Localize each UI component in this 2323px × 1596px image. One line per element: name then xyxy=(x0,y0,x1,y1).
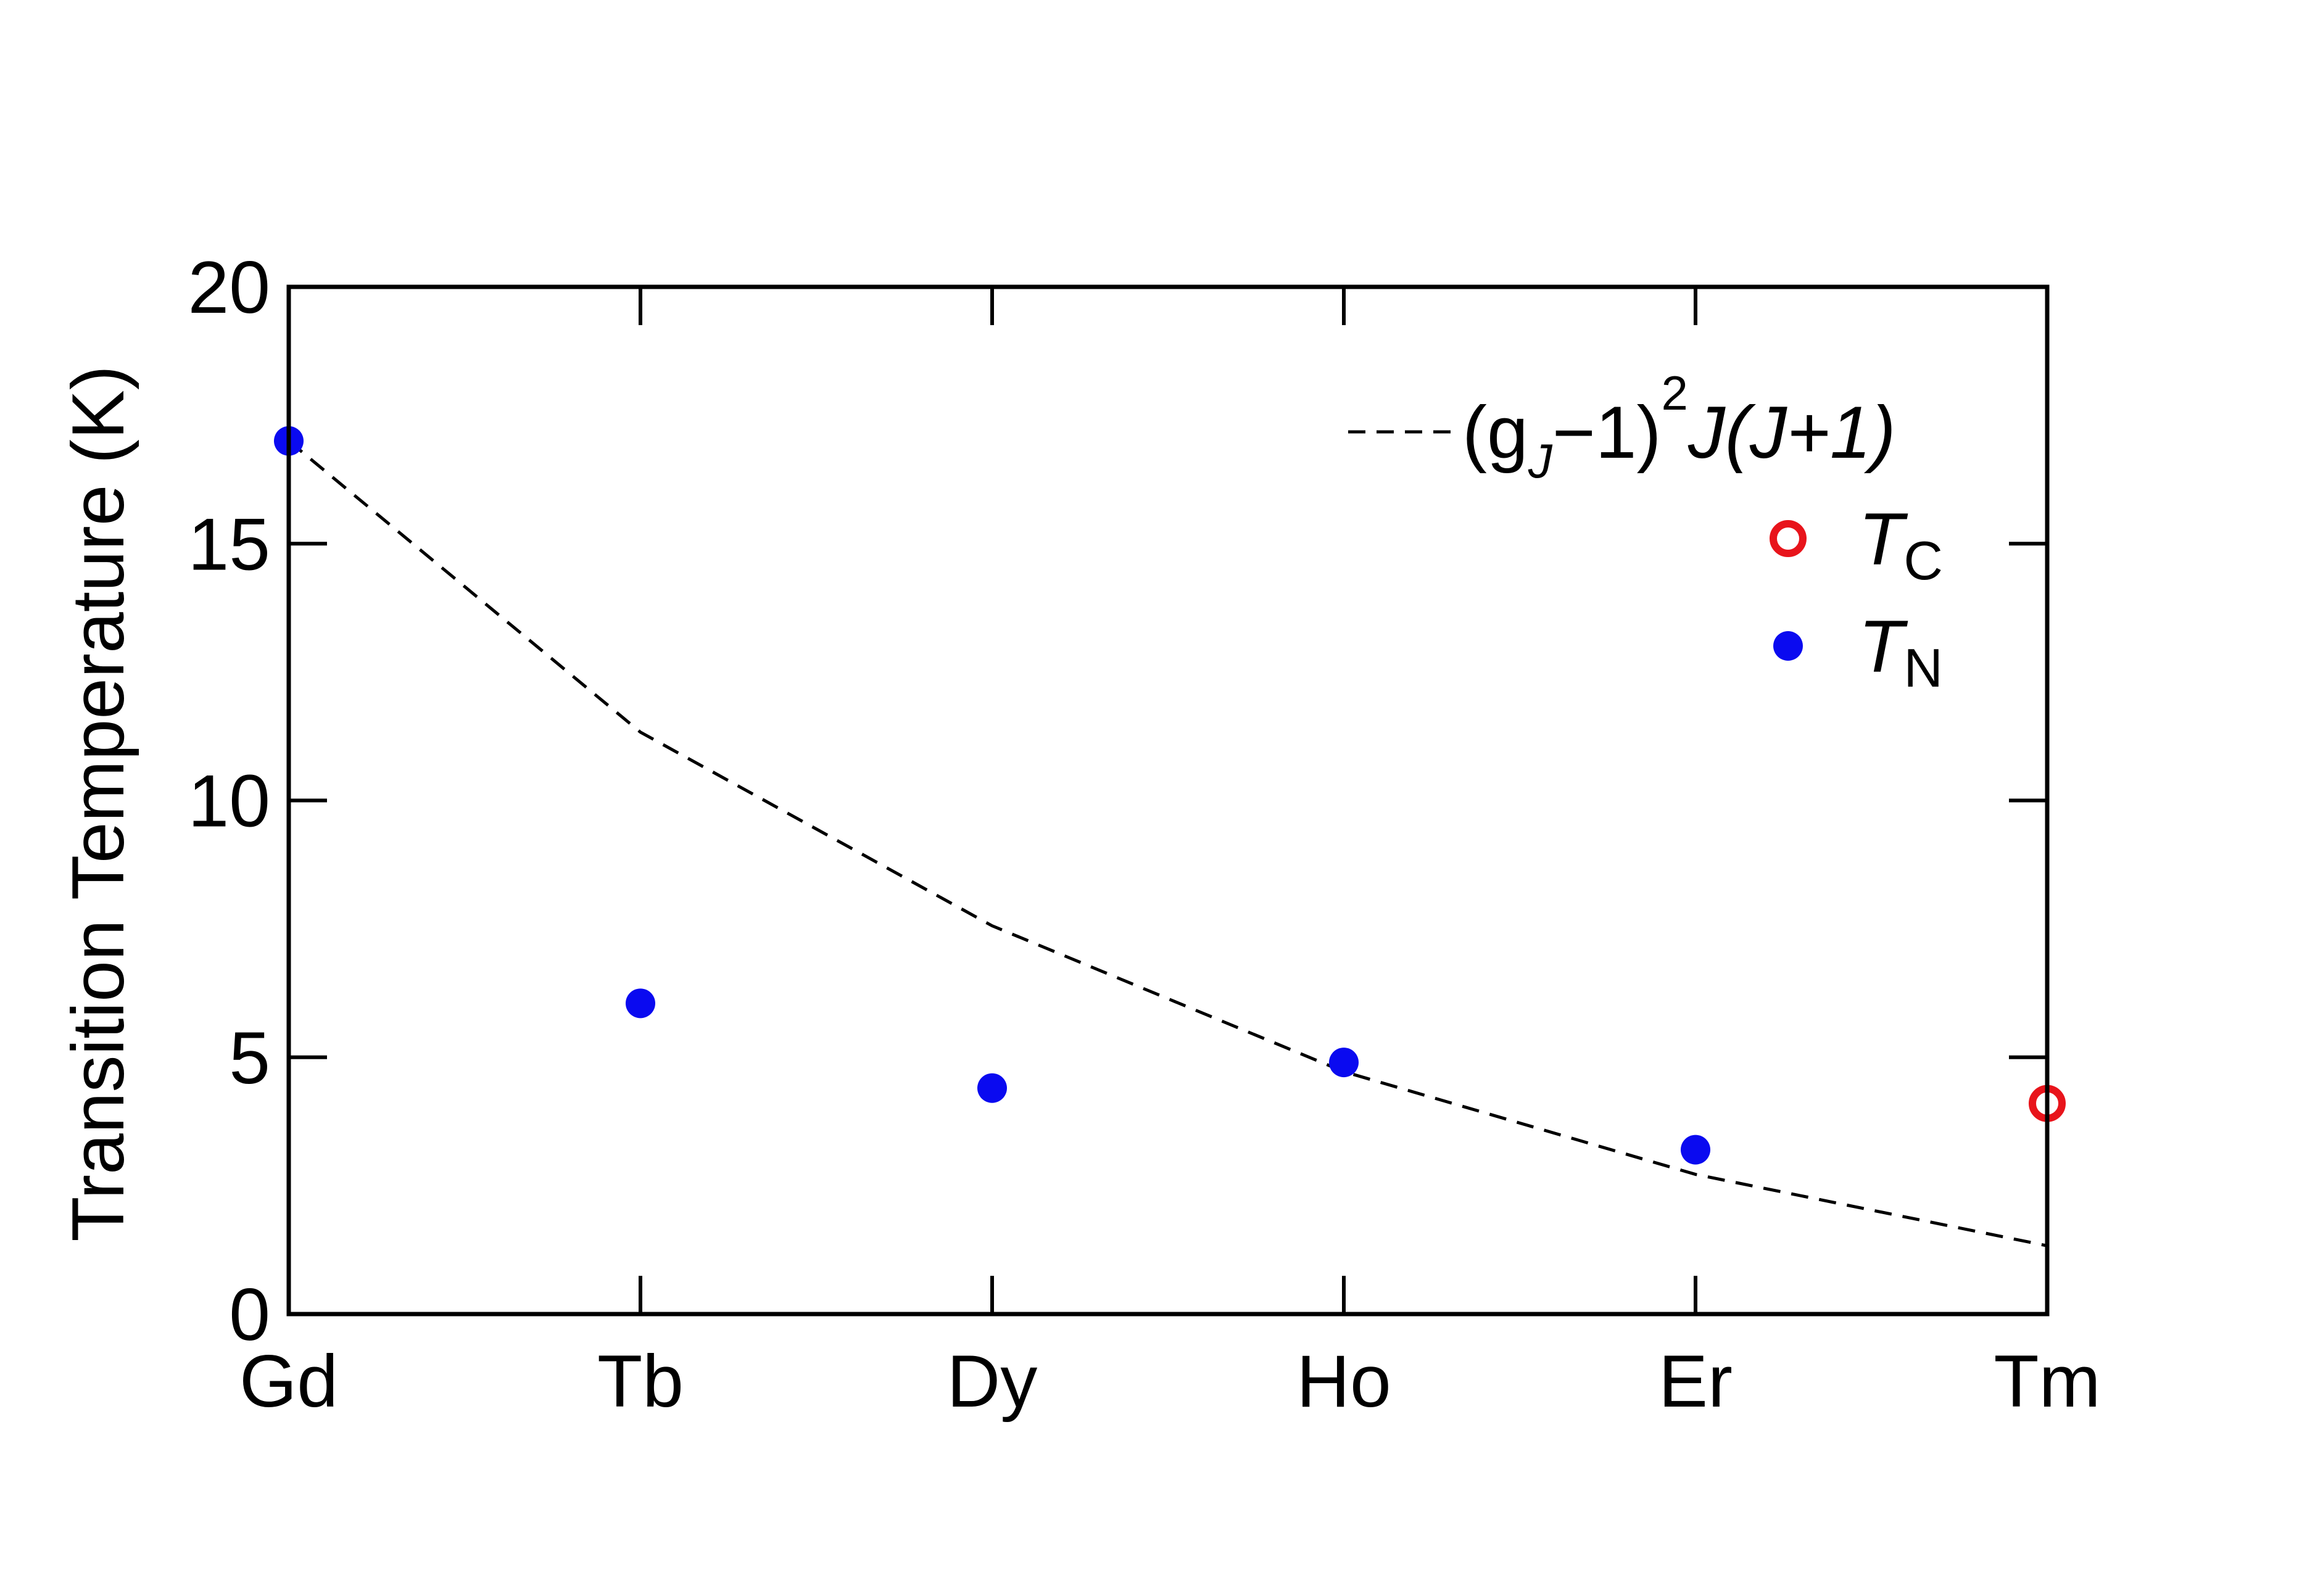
axis-ticks xyxy=(289,287,2047,1314)
y-tick-label: 5 xyxy=(229,1017,270,1099)
x-tick-label: Ho xyxy=(1296,1340,1391,1423)
x-tick-label: Tb xyxy=(597,1340,684,1423)
tn-point xyxy=(977,1073,1007,1103)
chart-marks xyxy=(274,426,2066,1247)
y-axis-title: Transition Temperature (K) xyxy=(57,365,139,1242)
legend-tc-symbol: T xyxy=(1858,498,1908,581)
legend: (gJ−1)2J(J+1) TC TN xyxy=(1348,366,1943,698)
legend-tn-marker xyxy=(1773,631,1803,661)
legend-tn-label: TN xyxy=(1858,605,1943,698)
x-tick-label: Tm xyxy=(1994,1340,2100,1423)
tn-point xyxy=(1329,1048,1359,1078)
legend-curve-label: (gJ−1)2J(J+1) xyxy=(1462,366,1896,488)
legend-tn-symbol: T xyxy=(1858,605,1908,688)
axis-labels: Gd Tb Dy Ho Er Tm 0 5 10 15 20 xyxy=(188,246,2101,1423)
y-tick-label: 0 xyxy=(229,1273,270,1356)
legend-curve-part: −1) xyxy=(1552,391,1662,474)
y-tick-label: 20 xyxy=(188,246,270,329)
curve-line xyxy=(288,439,2048,1247)
y-tick-label: 10 xyxy=(188,760,270,843)
y-tick-label: 15 xyxy=(188,503,270,585)
x-tick-label: Gd xyxy=(239,1340,338,1423)
legend-tn-subscript: N xyxy=(1903,637,1943,698)
tn-point xyxy=(626,988,655,1019)
legend-curve-subscript: J xyxy=(1528,434,1553,488)
legend-curve-superscript: 2 xyxy=(1661,366,1687,420)
legend-tc-label: TC xyxy=(1858,498,1943,591)
legend-curve-part: (g xyxy=(1462,391,1528,474)
legend-tc-subscript: C xyxy=(1903,530,1943,591)
legend-curve-part: J(J+1) xyxy=(1687,391,1896,474)
legend-tc-marker xyxy=(1770,520,1807,557)
x-tick-label: Er xyxy=(1658,1340,1733,1423)
x-tick-label: Dy xyxy=(947,1340,1038,1423)
tn-point xyxy=(1681,1135,1710,1165)
